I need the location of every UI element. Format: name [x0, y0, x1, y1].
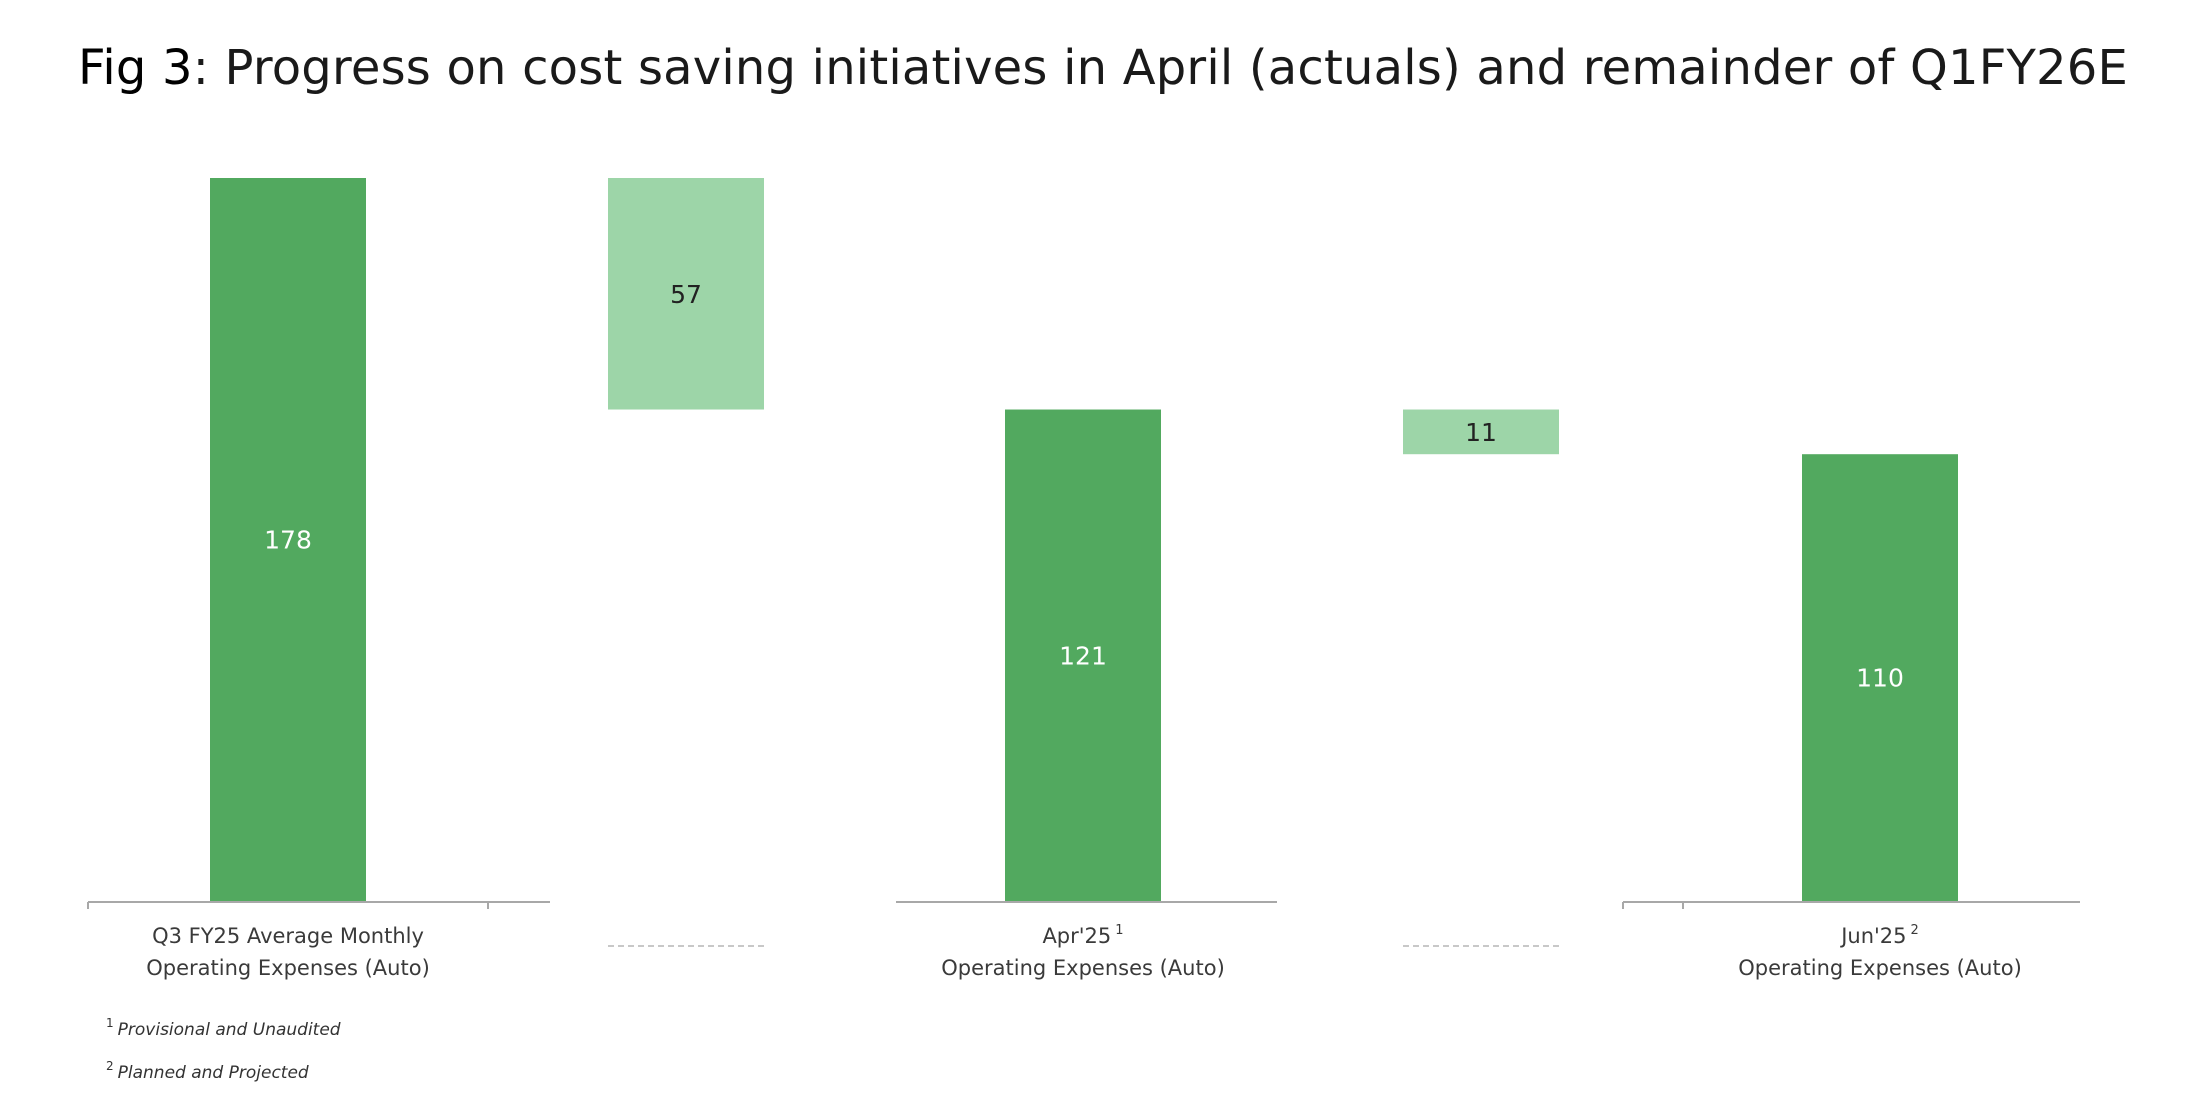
- category-label-text: Apr'25: [1042, 924, 1112, 948]
- figure-number: Fig 3: [78, 40, 193, 96]
- bar-total: [210, 178, 366, 901]
- figure-caption: : Progress on cost saving initiatives in…: [192, 40, 2129, 96]
- category-label-line1: Apr'25 1: [863, 920, 1303, 952]
- category-label: Apr'25 1 Operating Expenses (Auto): [863, 920, 1303, 984]
- footnote-2: 2 Planned and Projected: [106, 1060, 309, 1083]
- footnote-2-text: Planned and Projected: [117, 1063, 309, 1083]
- footnote-1: 1 Provisional and Unaudited: [106, 1017, 341, 1040]
- bar-decrease: [1403, 409, 1559, 455]
- category-label-line1: Q3 FY25 Average Monthly: [68, 920, 508, 952]
- category-label-line2: Operating Expenses (Auto): [941, 956, 1225, 980]
- category-footnote-mark: 1: [1115, 923, 1124, 938]
- bar-total: [1802, 454, 1958, 901]
- footnote-1-text: Provisional and Unaudited: [117, 1020, 341, 1040]
- data-label: 57: [670, 280, 702, 309]
- footnote-1-mark: 1: [106, 1016, 114, 1030]
- data-label: 110: [1856, 664, 1904, 693]
- category-footnote-mark: 2: [1910, 923, 1919, 938]
- category-label-line2: Operating Expenses (Auto): [146, 956, 430, 980]
- category-label-line1: Jun'25 2: [1660, 920, 2100, 952]
- chart-title: Fig 3: Progress on cost saving initiativ…: [78, 40, 2128, 96]
- category-label-text: Q3 FY25 Average Monthly: [152, 924, 424, 948]
- bar-total: [1005, 409, 1161, 901]
- data-label: 121: [1059, 641, 1107, 670]
- data-label: 178: [264, 526, 312, 555]
- category-label: Q3 FY25 Average Monthly Operating Expense…: [68, 920, 508, 984]
- category-label-text: Jun'25: [1841, 924, 1907, 948]
- bar-decrease: [608, 178, 764, 410]
- data-label: 11: [1465, 418, 1497, 447]
- footnote-2-mark: 2: [106, 1059, 114, 1073]
- category-label: Jun'25 2 Operating Expenses (Auto): [1660, 920, 2100, 984]
- category-label-line2: Operating Expenses (Auto): [1738, 956, 2022, 980]
